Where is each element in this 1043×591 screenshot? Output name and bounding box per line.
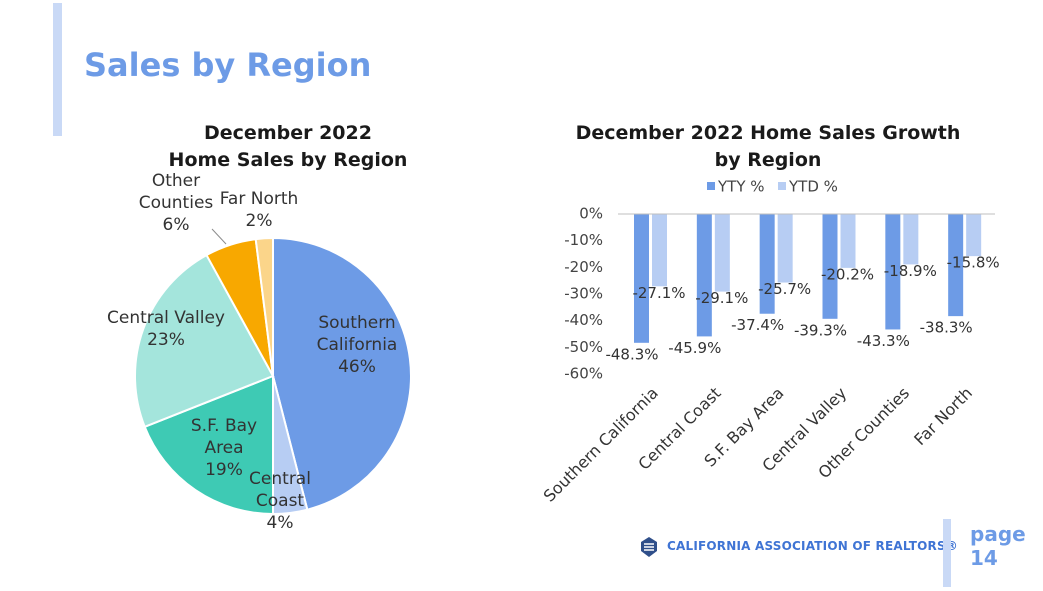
legend-swatch-ytd: [778, 182, 786, 190]
data-label-ytd-central-coast: -29.1%: [695, 289, 748, 307]
data-label-yty-central-valley: -39.3%: [794, 321, 847, 339]
pie-category-label: Central Valley: [107, 308, 225, 328]
bar-yty-southern-california: [634, 214, 649, 343]
data-label-ytd-far-north: -15.8%: [947, 254, 1000, 272]
pie-slice-far-north: [254, 236, 274, 377]
pie-category-label: Far North: [220, 189, 299, 209]
bar-ytd-other-counties: [903, 214, 919, 265]
bar-yty-s-f-bay-area: [759, 214, 775, 314]
pie-category-label: California: [317, 335, 398, 355]
pie-category-label: Southern: [318, 313, 395, 333]
pie-value-label: 19%: [205, 460, 243, 480]
y-tick-label: -10%: [564, 231, 603, 249]
data-label-yty-s-f-bay-area: -37.4%: [731, 316, 784, 334]
y-tick-label: 0%: [579, 205, 603, 223]
pie-slice-s-f-bay-area: [143, 374, 274, 516]
x-category-label-southern-california: Southern California: [540, 383, 662, 505]
pie-category-label: Other: [152, 171, 200, 191]
bar-legend: YTY % YTD %: [707, 178, 838, 196]
data-label-yty-other-counties: -43.3%: [857, 332, 910, 350]
page-accent-bar: [943, 519, 951, 587]
footer-organization: CALIFORNIA ASSOCIATION OF REALTORS®: [667, 539, 958, 553]
bar-yty-central-coast: [696, 214, 712, 337]
pie-value-label: 23%: [147, 330, 185, 350]
pie-slice-central-valley: [134, 253, 275, 429]
page-number-label: page 14: [970, 522, 1026, 570]
bar-yty-other-counties: [885, 214, 901, 330]
pie-category-label: Central: [249, 469, 311, 489]
y-tick-label: -40%: [564, 311, 603, 329]
pie-value-label: 46%: [338, 357, 376, 377]
legend-label-ytd: YTD %: [788, 178, 838, 196]
pie-leader-line-other-counties: [211, 228, 227, 245]
bar-chart-title-line-1: December 2022 Home Sales Growth: [575, 122, 961, 144]
pie-value-label: 4%: [267, 513, 294, 533]
page-title: Sales by Region: [84, 46, 372, 84]
pie-value-label: 6%: [163, 215, 190, 235]
pie-chart-title-line-1: December 2022: [204, 122, 372, 144]
bar-ytd-s-f-bay-area: [777, 214, 793, 283]
pie-category-label: S.F. Bay: [191, 416, 257, 436]
y-tick-label: -20%: [564, 258, 603, 276]
bar-yty-central-valley: [822, 214, 838, 319]
bar-ytd-central-coast: [714, 214, 730, 292]
pie-category-label: Area: [204, 438, 243, 458]
data-label-ytd-central-valley: -20.2%: [821, 265, 874, 283]
pie-chart-title: December 2022 Home Sales by Region: [138, 120, 438, 174]
pie-slice-southern-california: [272, 236, 412, 511]
bar-chart-title: December 2022 Home Sales Growth by Regio…: [548, 120, 988, 174]
page-number: 14: [970, 546, 998, 570]
y-tick-label: -30%: [564, 285, 603, 303]
data-label-yty-southern-california: -48.3%: [605, 345, 658, 363]
data-label-ytd-s-f-bay-area: -25.7%: [758, 280, 811, 298]
data-label-yty-central-coast: -45.9%: [668, 339, 721, 357]
data-label-ytd-southern-california: -27.1%: [632, 284, 685, 302]
pie-category-label: Coast: [256, 491, 305, 511]
bar-chart-title-line-2: by Region: [714, 149, 822, 171]
page-word: page: [970, 522, 1026, 546]
bar-ytd-far-north: [966, 214, 982, 257]
pie-category-label: Counties: [139, 193, 214, 213]
bar-ytd-central-valley: [840, 214, 856, 268]
pie-chart-title-line-2: Home Sales by Region: [168, 149, 408, 171]
x-category-label-far-north: Far North: [910, 383, 976, 449]
legend-swatch-yty: [707, 182, 715, 190]
bar-yty-far-north: [948, 214, 964, 317]
bar-ytd-southern-california: [652, 214, 667, 287]
car-logo-icon: [641, 537, 657, 557]
data-label-ytd-other-counties: -18.9%: [884, 262, 937, 280]
y-tick-label: -60%: [564, 365, 603, 383]
legend-label-yty: YTY %: [717, 178, 765, 196]
y-tick-label: -50%: [564, 338, 603, 356]
title-accent-bar: [53, 3, 62, 136]
data-label-yty-far-north: -38.3%: [920, 319, 973, 337]
pie-value-label: 2%: [246, 211, 273, 231]
